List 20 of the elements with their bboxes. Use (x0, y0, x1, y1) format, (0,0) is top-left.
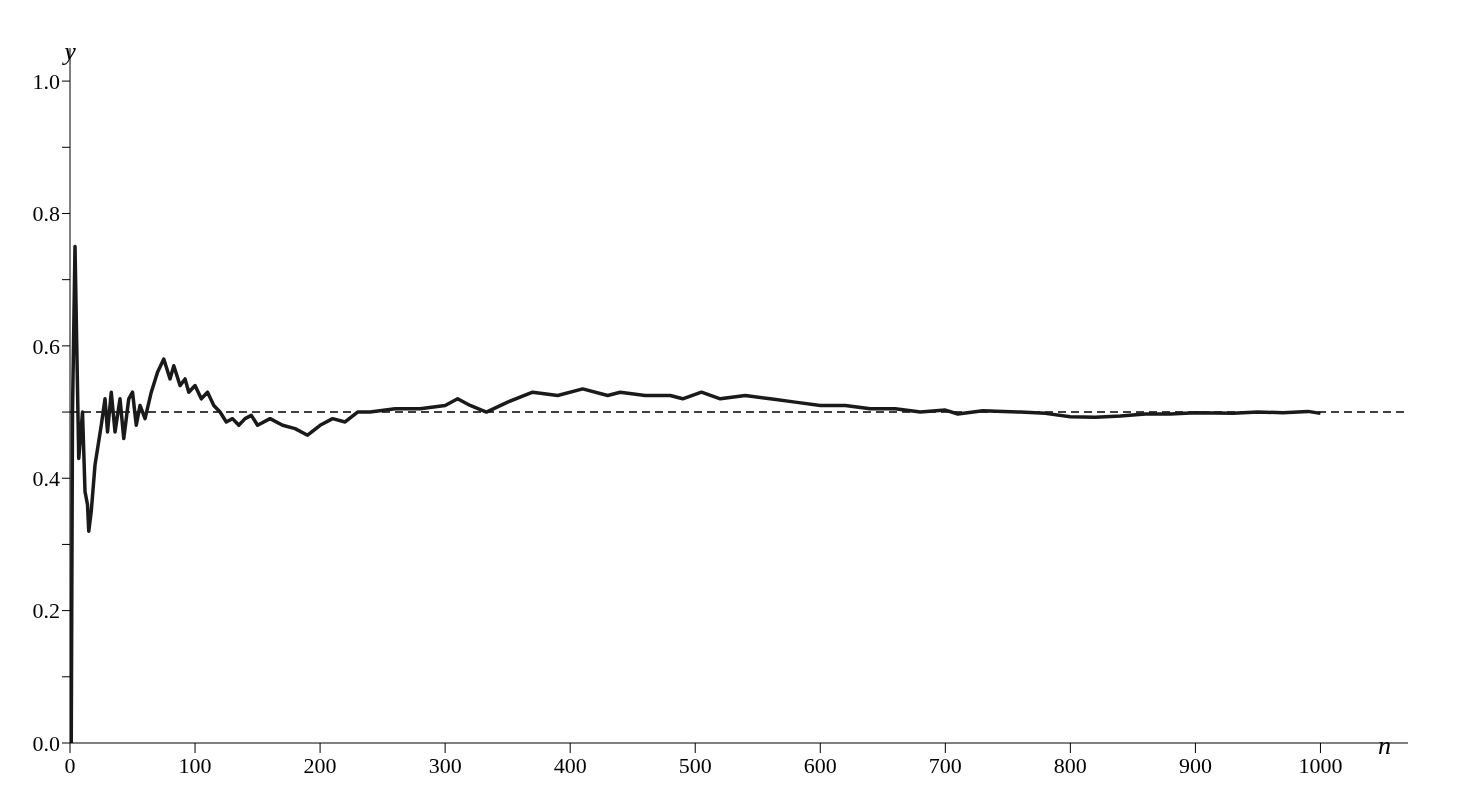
y-tick-label: 1.0 (32, 68, 60, 94)
y-tick-label: 0.2 (32, 598, 60, 624)
x-tick-label: 400 (553, 752, 587, 778)
x-tick-label: 600 (803, 752, 837, 778)
x-tick-label: 100 (178, 752, 212, 778)
x-tick-label: 700 (928, 752, 962, 778)
x-tick-label: 300 (428, 752, 462, 778)
x-axis-title: n (1378, 731, 1391, 761)
x-tick-label: 1000 (1298, 752, 1343, 778)
y-tick-label: 0.4 (32, 466, 60, 492)
x-tick-label: 200 (303, 752, 337, 778)
x-tick-label: 800 (1053, 752, 1087, 778)
x-tick-label: 0 (64, 752, 76, 778)
x-tick-label: 500 (678, 752, 712, 778)
y-tick-label: 0.6 (32, 333, 60, 359)
line-series (70, 244, 1323, 743)
y-tick-label: 0.0 (32, 730, 60, 756)
y-axis-title: y (61, 37, 77, 66)
x-tick-label: 900 (1178, 752, 1212, 778)
y-tick-label: 0.8 (32, 201, 60, 227)
